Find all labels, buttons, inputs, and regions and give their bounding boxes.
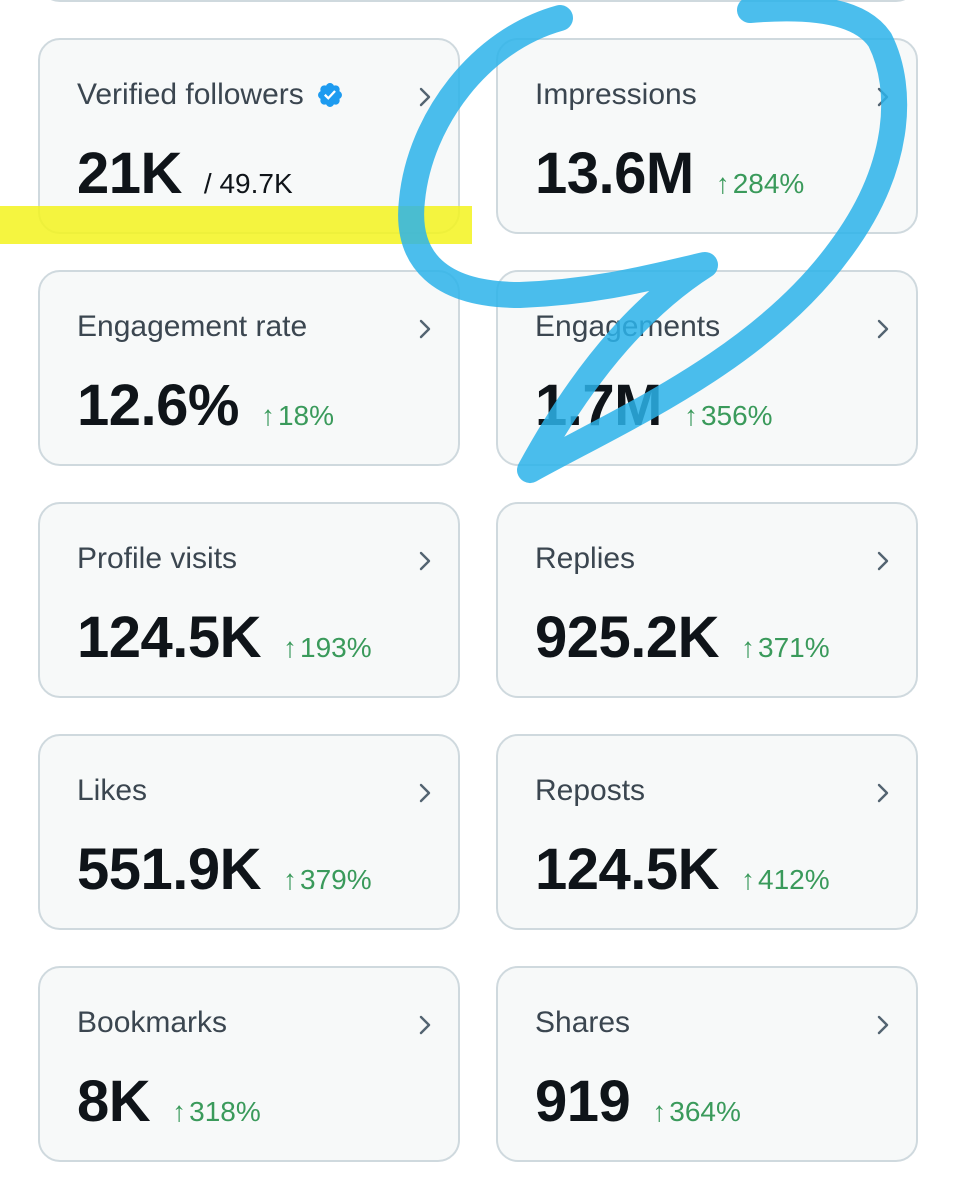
card-value: 13.6M — [535, 141, 694, 206]
card-delta-value: 193% — [300, 632, 372, 663]
card-engagements[interactable]: Engagements 1.7M ↑ 356% — [496, 270, 918, 466]
card-delta-value: 412% — [758, 864, 830, 895]
arrow-up-icon: ↑ — [283, 632, 298, 663]
card-label: Engagements — [535, 310, 720, 344]
chevron-right-icon — [877, 319, 889, 339]
card-reposts[interactable]: Reposts 124.5K ↑ 412% — [496, 734, 918, 930]
card-verified-followers[interactable]: Verified followers 21K / 49.7K — [38, 38, 460, 234]
card-value: 919 — [535, 1069, 631, 1134]
arrow-up-icon: ↑ — [683, 400, 698, 431]
chevron-right-icon — [419, 1015, 431, 1035]
card-total: / 49.7K — [203, 168, 293, 199]
arrow-up-icon: ↑ — [283, 864, 298, 895]
chevron-right-icon — [877, 551, 889, 571]
card-value-row: 124.5K ↑ 193% — [77, 604, 372, 671]
card-value: 925.2K — [535, 605, 720, 670]
card-value: 8K — [77, 1069, 151, 1134]
card-engagement-rate[interactable]: Engagement rate 12.6% ↑ 18% — [38, 270, 460, 466]
card-delta-value: 18% — [277, 400, 335, 431]
card-value-row: 8K ↑ 318% — [77, 1068, 261, 1135]
previous-card-edge — [38, 0, 918, 2]
arrow-up-icon: ↑ — [172, 1096, 187, 1127]
chevron-right-icon — [419, 319, 431, 339]
card-value-row: 13.6M ↑ 284% — [535, 140, 804, 207]
card-shares[interactable]: Shares 919 ↑ 364% — [496, 966, 918, 1162]
card-delta: ↑ 318% — [172, 1096, 261, 1128]
card-delta-value: 371% — [758, 632, 830, 663]
card-label-text: Reposts — [535, 774, 646, 807]
card-value-row: 124.5K ↑ 412% — [535, 836, 830, 903]
card-label-text: Likes — [77, 774, 148, 807]
card-impressions[interactable]: Impressions 13.6M ↑ 284% — [496, 38, 918, 234]
card-delta: ↑ 18% — [261, 400, 334, 432]
card-bookmarks[interactable]: Bookmarks 8K ↑ 318% — [38, 966, 460, 1162]
card-delta-value: 356% — [700, 400, 773, 431]
card-label: Impressions — [535, 78, 697, 112]
card-label-text: Engagements — [535, 310, 721, 343]
card-value: 12.6% — [77, 373, 239, 438]
card-delta: ↑ 356% — [684, 400, 773, 432]
card-value-row: 551.9K ↑ 379% — [77, 836, 372, 903]
card-delta: ↑ 364% — [652, 1096, 741, 1128]
metrics-grid: Verified followers 21K / 49.7K Impressio… — [38, 38, 918, 1162]
card-delta: ↑ 371% — [741, 632, 830, 664]
card-delta: ↑ 412% — [741, 864, 830, 896]
card-value-row: 919 ↑ 364% — [535, 1068, 741, 1135]
card-delta-value: 318% — [189, 1096, 261, 1127]
card-label-text: Engagement rate — [77, 310, 308, 343]
card-delta: ↑ 379% — [283, 864, 372, 896]
card-value: 124.5K — [77, 605, 262, 670]
card-label: Shares — [535, 1006, 630, 1040]
card-label-text: Verified followers — [77, 78, 304, 111]
card-value-row: 925.2K ↑ 371% — [535, 604, 830, 671]
card-label: Profile visits — [77, 542, 237, 576]
chevron-right-icon — [877, 783, 889, 803]
card-value: 124.5K — [535, 837, 720, 902]
chevron-right-icon — [419, 783, 431, 803]
card-delta: ↑ 193% — [283, 632, 372, 664]
card-value: 551.9K — [77, 837, 262, 902]
card-label-text: Shares — [535, 1006, 631, 1039]
card-label: Likes — [77, 774, 147, 808]
chevron-right-icon — [419, 87, 431, 107]
card-label: Engagement rate — [77, 310, 307, 344]
card-value-row: 1.7M ↑ 356% — [535, 372, 773, 439]
arrow-up-icon: ↑ — [741, 864, 756, 895]
chevron-right-icon — [419, 551, 431, 571]
card-label: Verified followers — [77, 78, 344, 112]
card-delta-value: 284% — [732, 168, 805, 199]
card-value: 1.7M — [535, 373, 662, 438]
card-replies[interactable]: Replies 925.2K ↑ 371% — [496, 502, 918, 698]
card-delta: ↑ 284% — [716, 168, 805, 200]
card-label-text: Bookmarks — [77, 1006, 228, 1039]
arrow-up-icon: ↑ — [715, 168, 730, 199]
card-delta-value: 379% — [300, 864, 372, 895]
card-label-text: Profile visits — [77, 542, 238, 575]
verified-badge-icon — [317, 83, 342, 107]
card-value-row: 21K / 49.7K — [77, 140, 293, 207]
card-label-text: Replies — [535, 542, 636, 575]
arrow-up-icon: ↑ — [652, 1096, 667, 1127]
arrow-up-icon: ↑ — [741, 632, 756, 663]
chevron-right-icon — [877, 87, 889, 107]
arrow-up-icon: ↑ — [260, 400, 275, 431]
card-likes[interactable]: Likes 551.9K ↑ 379% — [38, 734, 460, 930]
card-delta-value: 364% — [669, 1096, 741, 1127]
card-label-text: Impressions — [535, 78, 697, 111]
card-label: Bookmarks — [77, 1006, 227, 1040]
card-profile-visits[interactable]: Profile visits 124.5K ↑ 193% — [38, 502, 460, 698]
card-value-row: 12.6% ↑ 18% — [77, 372, 334, 439]
card-value: 21K — [77, 141, 182, 206]
card-label: Replies — [535, 542, 635, 576]
chevron-right-icon — [877, 1015, 889, 1035]
card-label: Reposts — [535, 774, 645, 808]
